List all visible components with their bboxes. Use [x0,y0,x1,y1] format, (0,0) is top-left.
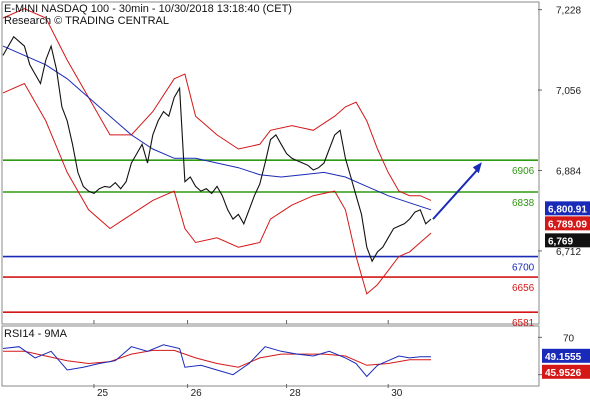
price-tag-1: 6,789.09 [548,219,587,230]
x-tick-label-25: 25 [97,388,109,399]
price-tag-2: 6,769 [548,236,573,247]
moving-average [2,45,432,211]
level-label-6838: 6838 [512,198,535,209]
rsi-tag-1: 45.9526 [545,368,582,379]
price-tag-box-1 [545,216,590,231]
x-tick-label-26: 26 [191,388,203,399]
rsi-tag-box-1 [542,364,590,379]
x-axis: 25 26 28 30 [93,320,403,399]
bollinger-lower-line [2,82,432,295]
level-label-6581: 6581 [512,318,535,329]
x-tick-label-30: 30 [391,388,403,399]
y-tick-label-7056: 7,056 [556,86,581,97]
rsi-tag-0: 49.1555 [545,352,582,363]
price-line [2,35,432,263]
projection-arrow [432,162,482,220]
price-panel-frame [1,1,540,325]
price-tag-box-2 [545,233,590,248]
moving-average-line [2,45,432,211]
price-tag-box-0 [545,201,590,216]
level-label-6906: 6906 [512,166,535,177]
chart-header-line2: Research © TRADING CENTRAL [4,15,169,27]
y-tick-label-7228: 7,228 [556,6,581,17]
horizontal-levels: 6906 6838 6700 6656 6581 [3,159,538,329]
price-y-axis: 7,228 7,056 6,884 6,712 [538,6,581,258]
x-tick-label-28: 28 [290,388,302,399]
level-label-6656: 6656 [512,283,535,294]
rsi-ma-line [3,349,431,368]
bollinger-bands [2,8,432,295]
level-label-6700: 6700 [512,263,535,274]
rsi-panel-frame [1,325,540,387]
rsi-title: RSI14 - 9MA [4,328,68,340]
price-tags: 6,800.91 6,789.09 6,769 [545,201,590,248]
projection-arrow-head [472,162,482,174]
projection-arrow-shaft [432,167,480,220]
rsi-tag-box-0 [542,348,590,363]
chart-header-line1: E-MINI NASDAQ 100 - 30min - 10/30/2018 1… [4,3,292,15]
rsi-tick-label-70: 70 [563,333,575,344]
y-tick-label-6712: 6,712 [556,247,581,258]
rsi-series [2,344,431,378]
bollinger-upper-line [2,8,432,201]
y-tick-label-6884: 6,884 [556,166,581,177]
rsi-line [2,344,431,378]
price-series [2,35,432,263]
price-tag-0: 6,800.91 [548,204,587,215]
